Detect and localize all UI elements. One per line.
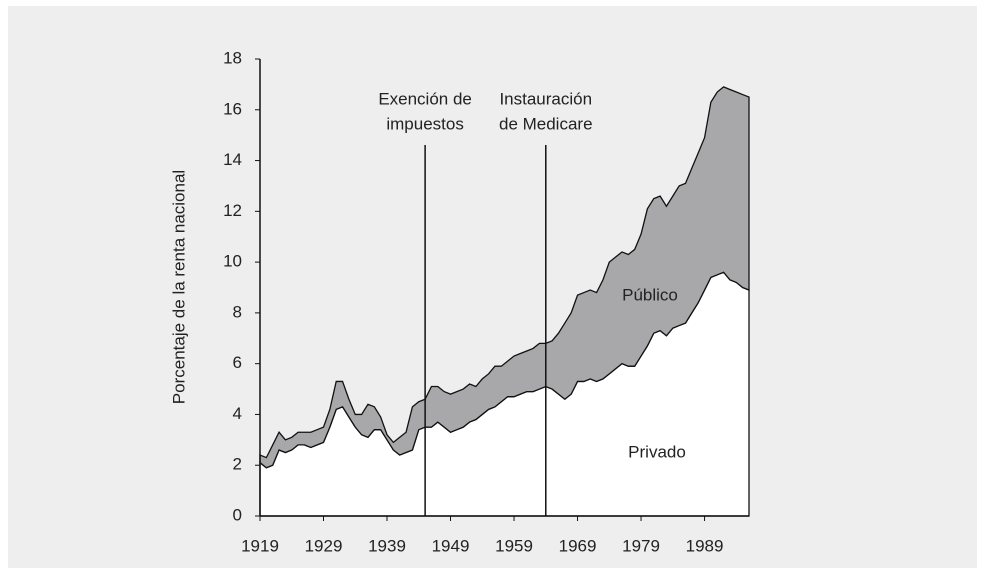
y-tick-label: 14 (223, 150, 242, 169)
y-tick-label: 4 (233, 404, 242, 423)
x-tick-label: 1959 (495, 536, 533, 555)
y-tick-label: 16 (223, 99, 242, 118)
annotation-text: Instauración (499, 89, 592, 108)
y-tick-label: 8 (233, 302, 242, 321)
x-tick-label: 1929 (305, 536, 343, 555)
area-label: Privado (628, 442, 686, 461)
x-tick-label: 1989 (686, 536, 724, 555)
area-label: Público (622, 285, 678, 304)
x-tick-label: 1949 (432, 536, 470, 555)
y-tick-label: 18 (223, 48, 242, 67)
annotation-text: impuestos (386, 114, 463, 133)
y-tick-label: 0 (233, 505, 242, 524)
x-tick-label: 1979 (622, 536, 660, 555)
annotation-text: Exención de (378, 89, 472, 108)
x-tick-label: 1969 (559, 536, 597, 555)
y-axis-label: Porcentaje de la renta nacional (169, 170, 188, 404)
y-tick-label: 2 (233, 455, 242, 474)
y-tick-label: 12 (223, 201, 242, 220)
annotation-text: de Medicare (499, 114, 593, 133)
y-tick-label: 6 (233, 353, 242, 372)
x-tick-label: 1939 (368, 536, 406, 555)
x-tick-label: 1919 (241, 536, 279, 555)
y-tick-label: 10 (223, 252, 242, 271)
